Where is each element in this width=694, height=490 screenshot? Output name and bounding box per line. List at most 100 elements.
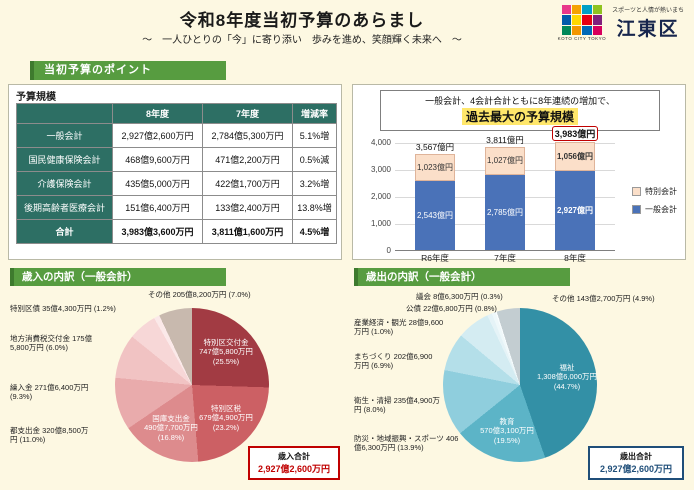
pie-label-part: 235億4,900万円 xyxy=(354,396,440,415)
x-axis-category-label: 8年度 xyxy=(564,253,586,263)
bar-total-label: 3,811億円 xyxy=(486,135,524,146)
x-axis-category-label: 7年度 xyxy=(494,253,516,263)
pie-label-part: 特別区税 xyxy=(210,403,241,413)
pie-slice-label: 教育 570億3,100万円 (19.5%) xyxy=(480,417,534,445)
stacked-bar: 3,983億円 1,056億円 2,927億円 xyxy=(551,126,599,250)
pie-label-part: (23.2%) xyxy=(212,422,240,432)
highlight-message-box: 一般会計、4会計合計ともに8年連続の増加で、 過去最大の予算規模 xyxy=(380,90,660,131)
pie-label-part: 143億2,700万円 xyxy=(576,294,631,303)
legend-label-special: 特別会計 xyxy=(645,187,677,196)
pie-label-part: 教育 xyxy=(499,416,515,426)
table-cell: 151億6,400万円 xyxy=(112,195,203,220)
row-header: 合計 xyxy=(16,219,113,244)
pie-slice-label: 防災・地域振興・スポーツ 406億6,300万円 (13.9%) xyxy=(354,434,464,453)
pie-label-part: (1.2%) xyxy=(93,304,116,313)
table-cell: 3,811億1,600万円 xyxy=(202,219,293,244)
city-logo-area: KOTO CITY TOKYO スポーツと人情が熱いまち 江東区 xyxy=(558,5,684,41)
page-subtitle: ～ 一人ひとりの「今」に寄り添い 歩みを進め、笑顔輝く未来へ ～ xyxy=(142,35,462,46)
pie-label-part: (25.5%) xyxy=(212,356,240,366)
expenditure-total-amount: 2,927億2,600万円 xyxy=(599,464,673,474)
pie-label-part: 320億8,500万円 xyxy=(10,426,89,445)
pie-label-part: 1,308億6,000万円 xyxy=(536,372,598,382)
pie-label-part: その他 xyxy=(552,294,575,303)
expenditure-section-banner: 歳出の内訳（一般会計） xyxy=(354,268,570,286)
pie-label-part: 35億4,300万円 xyxy=(42,304,92,313)
legend-swatch-general xyxy=(632,205,641,214)
pie-label-part: 地方消費税交付金 xyxy=(10,334,70,343)
expenditure-total-box: 歳出合計 2,927億2,600万円 xyxy=(588,446,684,480)
points-banner: 当初予算のポイント xyxy=(30,61,226,80)
table-cell: 3.2%増 xyxy=(292,171,337,196)
pie-label-part: (9.3%) xyxy=(10,392,33,402)
pie-label-part: (13.9%) xyxy=(397,443,424,453)
legend-swatch-special xyxy=(632,187,641,196)
pie-label-part: 406億6,300万円 xyxy=(354,434,459,453)
bar-segment-special: 1,027億円 xyxy=(485,147,525,175)
bar-total-label: 3,983億円 xyxy=(551,126,599,142)
bar-segment-general: 2,785億円 xyxy=(485,174,525,250)
y-axis-tick-label: 2,000 xyxy=(370,192,391,201)
pie-label-part: 490億7,700万円 xyxy=(144,423,198,433)
table-cell: 133億2,400万円 xyxy=(202,195,293,220)
pie-label-part: (16.8%) xyxy=(157,432,185,442)
city-name: 江東区 xyxy=(616,19,680,40)
table-cell: 13.8%増 xyxy=(292,195,337,220)
row-header: 国民健康保険会計 xyxy=(16,147,113,172)
stacked-bar: 3,811億円 1,027億円 2,785億円 xyxy=(485,134,525,250)
pie-label-part: その他 xyxy=(148,290,171,299)
table-row: 国民健康保険会計 468億9,600万円 471億2,200万円 0.5%減 xyxy=(16,147,337,172)
table-cell: 4.5%増 xyxy=(292,219,337,244)
pie-label-part: (1.0%) xyxy=(371,327,394,337)
bar-segment-special: 1,023億円 xyxy=(415,153,455,182)
revenue-total-label: 歳入合計 xyxy=(278,452,310,461)
pie-label-part: 570億3,100万円 xyxy=(480,426,534,436)
pie-label-part: 8億6,300万円 xyxy=(433,292,479,301)
row-header: 介護保険会計 xyxy=(16,171,113,196)
pie-slice-label: 議会 8億6,300万円 (0.3%) xyxy=(416,292,586,301)
highlight-line2: 過去最大の予算規模 xyxy=(461,108,578,125)
pie-label-part: (4.9%) xyxy=(632,294,655,303)
table-cell: 468億9,600万円 xyxy=(112,147,203,172)
pie-label-part: (11.0%) xyxy=(19,435,46,445)
pie-slice-label: その他 143億2,700万円 (4.9%) xyxy=(552,294,684,303)
bar-legend: 特別会計 一般会計 xyxy=(632,186,677,222)
stacked-bar: 3,567億円 1,023億円 2,543億円 xyxy=(415,141,455,250)
bar-segment-special: 1,056億円 xyxy=(555,142,595,171)
pie-label-part: (8.0%) xyxy=(363,405,386,415)
table-total-row: 合計 3,983億3,600万円 3,811億1,600万円 4.5%増 xyxy=(16,219,337,244)
table-cell: 2,927億2,600万円 xyxy=(112,123,203,148)
revenue-total-amount: 2,927億2,600万円 xyxy=(257,464,331,474)
table-cell: 0.5%減 xyxy=(292,147,337,172)
y-axis-tick-label: 0 xyxy=(386,246,391,255)
bar-segment-general: 2,543億円 xyxy=(415,181,455,250)
pie-slice-label: 繰入金 271億6,400万円 (9.3%) xyxy=(10,383,90,402)
row-header: 一般会計 xyxy=(16,123,113,148)
pie-label-part: 産業経済・観光 xyxy=(354,318,407,327)
bar-segment-general: 2,927億円 xyxy=(555,170,595,250)
table-header-row: 8年度 7年度 増減率 xyxy=(16,103,337,124)
column-header: 7年度 xyxy=(202,103,293,124)
revenue-section-banner: 歳入の内訳（一般会計） xyxy=(10,268,226,286)
x-axis-category-label: R6年度 xyxy=(421,253,449,263)
row-header: 後期高齢者医療会計 xyxy=(16,195,113,220)
bar-total-label: 3,567億円 xyxy=(415,141,455,152)
pie-slice-label: 特別区税 679億4,900万円 (23.2%) xyxy=(199,404,253,432)
table-cell: 422億1,700万円 xyxy=(202,171,293,196)
y-axis-tick-label: 1,000 xyxy=(370,219,391,228)
pie-label-part: 防災・地域振興・スポーツ xyxy=(354,434,444,443)
logo-caption: KOTO CITY TOKYO xyxy=(557,36,607,41)
budget-scale-panel: 予算規模 8年度 7年度 増減率 一般会計 2,927億2,600万円 2,78… xyxy=(8,84,342,260)
revenue-pie-area: 歳入合計 2,927億2,600万円 特別区交付金 747億5,800万円 (2… xyxy=(8,288,342,486)
expenditure-pie xyxy=(443,308,597,462)
pie-label-part: 271億6,400万円 xyxy=(34,383,89,392)
y-axis-tick-label: 4,000 xyxy=(370,138,391,147)
koto-city-logo-icon xyxy=(561,5,602,35)
table-cell: 471億2,200万円 xyxy=(202,147,293,172)
pie-label-part: 都支出金 xyxy=(10,426,40,435)
bar-chart-panel: 一般会計、4会計合計ともに8年連続の増加で、 過去最大の予算規模 4,000 3,… xyxy=(352,84,686,263)
pie-label-part: 特別区交付金 xyxy=(203,337,249,347)
pie-label-part: 公債 xyxy=(406,304,421,313)
pie-label-part: 特別区債 xyxy=(10,304,40,313)
city-name-block: スポーツと人情が熱いまち 江東区 xyxy=(612,5,684,41)
pie-slice-label: 都支出金 320億8,500万円 (11.0%) xyxy=(10,426,90,445)
